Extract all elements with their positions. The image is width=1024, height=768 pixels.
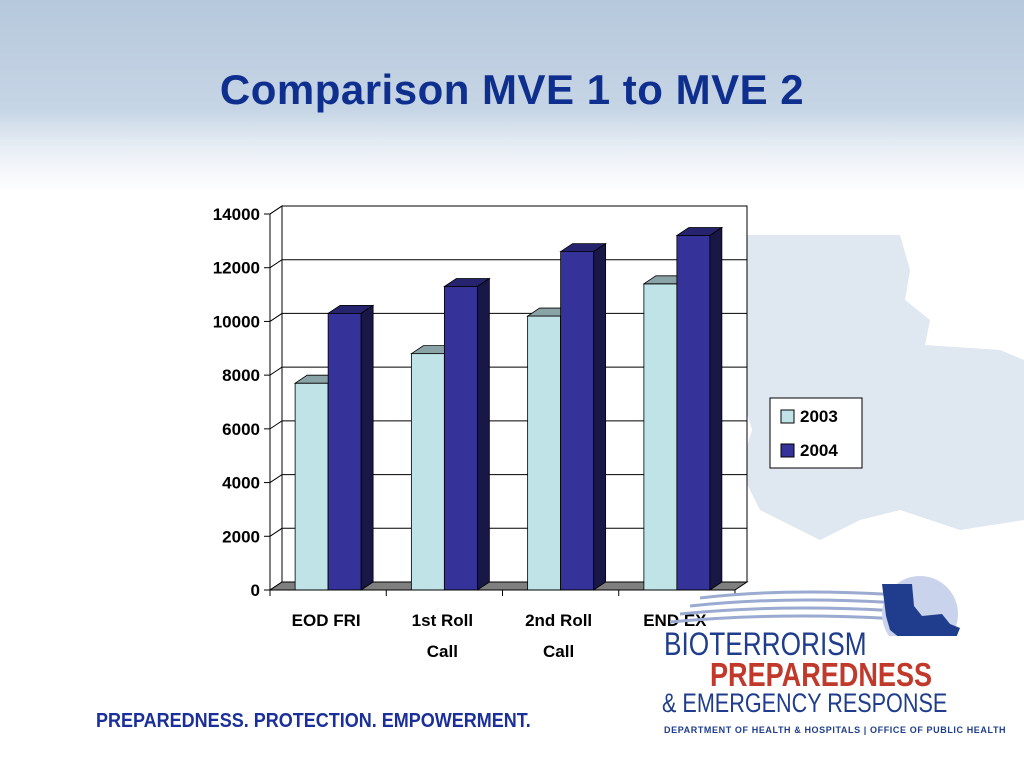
tagline: PREPAREDNESS. PROTECTION. EMPOWERMENT. (96, 710, 531, 732)
bar-2004-1 (443, 277, 491, 591)
legend-swatch-2003 (780, 409, 795, 424)
y-tick-label: 8000 (222, 366, 260, 385)
bar-side (709, 226, 723, 591)
bar-side (593, 242, 607, 591)
bar-front (643, 283, 678, 591)
y-axis-ticks: 0 2000 4000 6000 8000 10000 12000 14000 (213, 205, 270, 600)
logo-line-bioterrorism: BIOTERRORISM (664, 626, 867, 662)
logo-line-preparedness: PREPAREDNESS (710, 656, 933, 693)
x-category-label: 1st Roll Call (412, 611, 473, 661)
bar-front (560, 251, 595, 591)
bar-front (443, 286, 478, 591)
y-tick-label: 12000 (213, 259, 260, 278)
legend-label-2003: 2003 (800, 407, 838, 426)
bar-side (476, 277, 490, 591)
bar-2004-2 (559, 242, 607, 591)
louisiana-icon (882, 584, 960, 636)
logo: BIOTERRORISM PREPAREDNESS & EMERGENCY RE… (650, 576, 1006, 746)
y-tick-label: 0 (251, 581, 260, 600)
logo-line-department: DEPARTMENT OF HEALTH & HOSPITALS | OFFIC… (664, 725, 1007, 735)
bar-front (294, 382, 329, 591)
x-category-label: 2nd Roll Call (525, 611, 592, 661)
bar-side (360, 304, 374, 591)
bars (293, 226, 724, 591)
bar-front (676, 235, 711, 591)
y-tick-label: 4000 (222, 474, 260, 493)
logo-graphic (669, 576, 960, 636)
bar-front (527, 315, 562, 591)
y-tick-label: 6000 (222, 420, 260, 439)
legend-label-2004: 2004 (800, 441, 838, 460)
legend-swatch-2004 (780, 443, 795, 458)
gridline (269, 205, 747, 215)
y-tick-label: 10000 (213, 312, 260, 331)
logo-line-emergency-response: & EMERGENCY RESPONSE (662, 688, 948, 718)
slide-title: Comparison MVE 1 to MVE 2 (219, 66, 805, 113)
bar-2004-0 (326, 304, 375, 591)
bar-front (327, 312, 362, 591)
bar-2004-3 (675, 226, 724, 591)
legend: 2003 2004 (769, 397, 863, 469)
y-tick-label: 2000 (222, 527, 260, 546)
y-tick-label: 14000 (213, 205, 260, 224)
bar-front (410, 353, 445, 591)
x-category-label: EOD FRI (292, 611, 361, 630)
